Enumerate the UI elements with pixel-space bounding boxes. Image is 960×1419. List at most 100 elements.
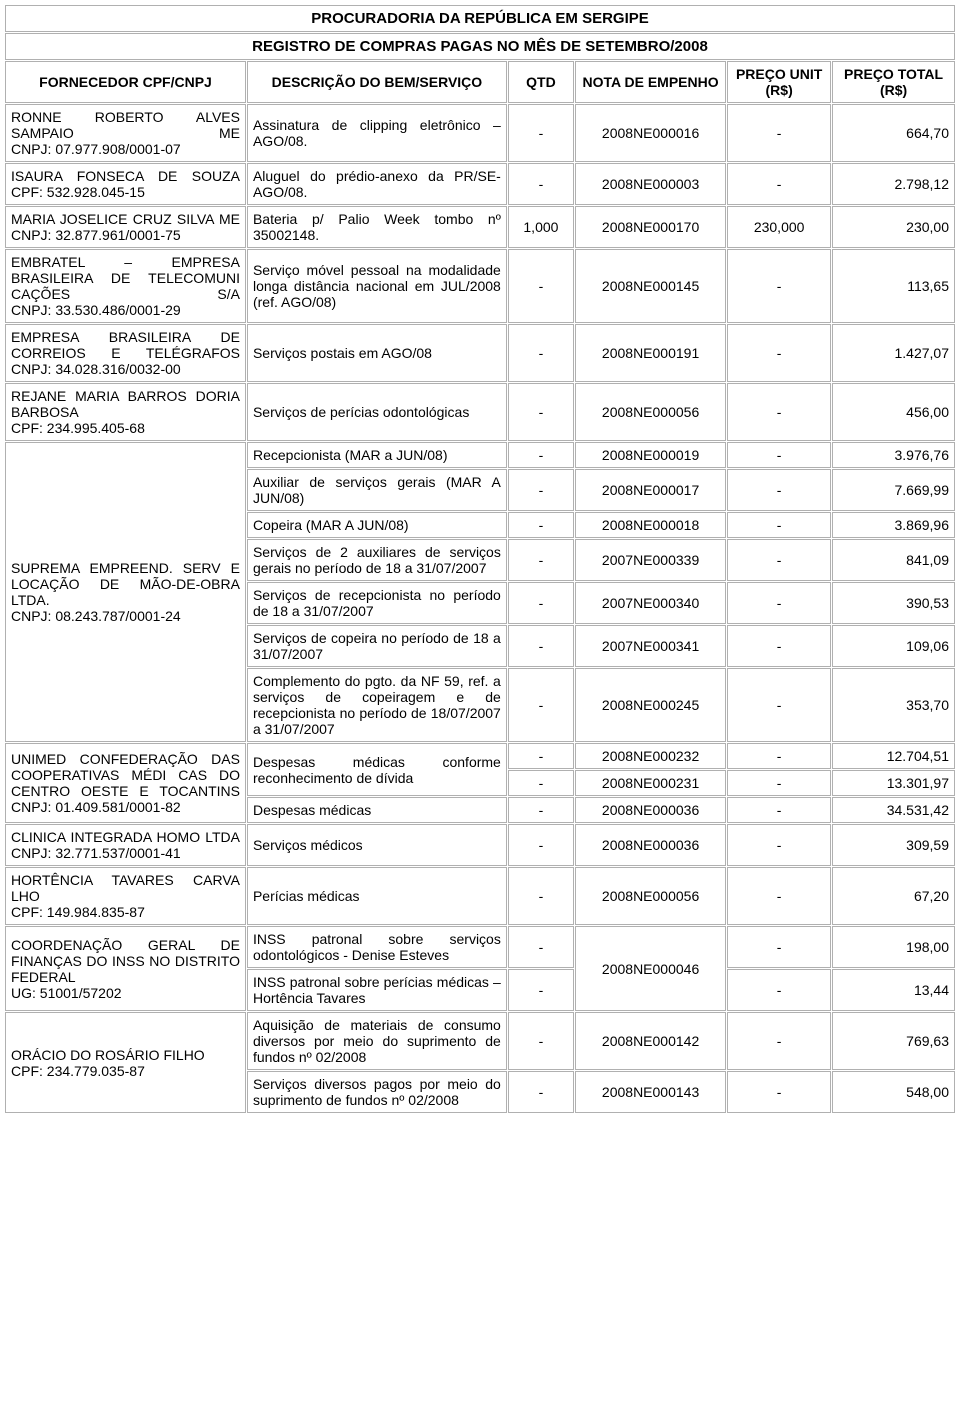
col-total: PREÇO TOTAL (R$) (832, 61, 955, 103)
desc-cell: Perícias médicas (247, 867, 507, 925)
desc-cell: INSS patronal sobre perícias médicas – H… (247, 969, 507, 1011)
nota-cell: 2008NE000191 (575, 324, 726, 382)
purchases-table: PROCURADORIA DA REPÚBLICA EM SERGIPE REG… (4, 4, 956, 1114)
supplier-cell: EMBRATEL – EMPRESA BRASILEIRA DE TELECOM… (5, 249, 246, 323)
table-row: MARIA JOSELICE CRUZ SILVA MECNPJ: 32.877… (5, 206, 955, 248)
supplier-cell: COORDENAÇÃO GERAL DE FINANÇAS DO INSS NO… (5, 926, 246, 1011)
unit-cell: - (727, 539, 831, 581)
unit-cell: - (727, 926, 831, 968)
desc-cell: Assinatura de clipping eletrônico – AGO/… (247, 104, 507, 162)
qtd-cell: - (508, 539, 574, 581)
qtd-cell: - (508, 824, 574, 866)
unit-cell: - (727, 163, 831, 205)
nota-cell: 2008NE000016 (575, 104, 726, 162)
table-row: REJANE MARIA BARROS DORIA BARBOSACPF: 23… (5, 383, 955, 441)
total-cell: 230,00 (832, 206, 955, 248)
table-row: ISAURA FONSECA DE SOUZACPF: 532.928.045-… (5, 163, 955, 205)
nota-cell: 2008NE000019 (575, 442, 726, 468)
qtd-cell: - (508, 770, 574, 796)
qtd-cell: - (508, 969, 574, 1011)
total-cell: 109,06 (832, 625, 955, 667)
desc-cell: Bateria p/ Palio Week tombo nº 35002148. (247, 206, 507, 248)
supplier-cell: HORTÊNCIA TAVARES CARVA LHOCPF: 149.984.… (5, 867, 246, 925)
nota-cell: 2008NE000056 (575, 867, 726, 925)
qtd-cell: - (508, 797, 574, 823)
unit-cell: - (727, 324, 831, 382)
nota-cell: 2008NE000142 (575, 1012, 726, 1070)
unit-cell: - (727, 582, 831, 624)
desc-cell: Despesas médicas conforme reconhecimento… (247, 743, 507, 796)
nota-cell: 2008NE000017 (575, 469, 726, 511)
unit-cell: - (727, 743, 831, 769)
qtd-cell: - (508, 512, 574, 538)
total-cell: 13.301,97 (832, 770, 955, 796)
qtd-cell: - (508, 582, 574, 624)
unit-cell: - (727, 797, 831, 823)
qtd-cell: - (508, 469, 574, 511)
supplier-cell: SUPREMA EMPREEND. SERV E LOCAÇÃO DE MÃO-… (5, 442, 246, 742)
unit-cell: - (727, 442, 831, 468)
total-cell: 3.976,76 (832, 442, 955, 468)
header-row: FORNECEDOR CPF/CNPJ DESCRIÇÃO DO BEM/SER… (5, 61, 955, 103)
col-unit: PREÇO UNIT (R$) (727, 61, 831, 103)
table-row: RONNE ROBERTO ALVES SAMPAIO MECNPJ: 07.9… (5, 104, 955, 162)
total-cell: 390,53 (832, 582, 955, 624)
supplier-cell: ORÁCIO DO ROSÁRIO FILHOCPF: 234.779.035-… (5, 1012, 246, 1113)
supplier-cell: MARIA JOSELICE CRUZ SILVA MECNPJ: 32.877… (5, 206, 246, 248)
unit-cell: - (727, 824, 831, 866)
col-nota: NOTA DE EMPENHO (575, 61, 726, 103)
supplier-cell: EMPRESA BRASILEIRA DE CORREIOS E TELÉGRA… (5, 324, 246, 382)
unit-cell: - (727, 469, 831, 511)
qtd-cell: - (508, 867, 574, 925)
qtd-cell: - (508, 383, 574, 441)
total-cell: 769,63 (832, 1012, 955, 1070)
supplier-cell: RONNE ROBERTO ALVES SAMPAIO MECNPJ: 07.9… (5, 104, 246, 162)
total-cell: 198,00 (832, 926, 955, 968)
desc-cell: INSS patronal sobre serviços odontológic… (247, 926, 507, 968)
nota-cell: 2007NE000339 (575, 539, 726, 581)
nota-cell: 2008NE000143 (575, 1071, 726, 1113)
supplier-cell: ISAURA FONSECA DE SOUZACPF: 532.928.045-… (5, 163, 246, 205)
nota-cell: 2008NE000046 (575, 926, 726, 1011)
desc-cell: Serviços médicos (247, 824, 507, 866)
desc-cell: Aquisição de materiais de consumo divers… (247, 1012, 507, 1070)
unit-cell: - (727, 969, 831, 1011)
table-row: EMBRATEL – EMPRESA BRASILEIRA DE TELECOM… (5, 249, 955, 323)
nota-cell: 2008NE000018 (575, 512, 726, 538)
desc-cell: Copeira (MAR A JUN/08) (247, 512, 507, 538)
total-cell: 1.427,07 (832, 324, 955, 382)
qtd-cell: - (508, 668, 574, 742)
total-cell: 34.531,42 (832, 797, 955, 823)
unit-cell: - (727, 249, 831, 323)
unit-cell: - (727, 668, 831, 742)
table-row: CLINICA INTEGRADA HOMO LTDACNPJ: 32.771.… (5, 824, 955, 866)
total-cell: 841,09 (832, 539, 955, 581)
nota-cell: 2008NE000145 (575, 249, 726, 323)
nota-cell: 2008NE000170 (575, 206, 726, 248)
col-fornecedor: FORNECEDOR CPF/CNPJ (5, 61, 246, 103)
page-title-2: REGISTRO DE COMPRAS PAGAS NO MÊS DE SETE… (5, 33, 955, 60)
nota-cell: 2007NE000341 (575, 625, 726, 667)
unit-cell: - (727, 625, 831, 667)
qtd-cell: - (508, 1012, 574, 1070)
total-cell: 309,59 (832, 824, 955, 866)
qtd-cell: - (508, 442, 574, 468)
nota-cell: 2008NE000232 (575, 743, 726, 769)
nota-cell: 2008NE000003 (575, 163, 726, 205)
page-title-1: PROCURADORIA DA REPÚBLICA EM SERGIPE (5, 5, 955, 32)
nota-cell: 2008NE000036 (575, 824, 726, 866)
qtd-cell: - (508, 625, 574, 667)
desc-cell: Serviços de recepcionista no período de … (247, 582, 507, 624)
supplier-cell: CLINICA INTEGRADA HOMO LTDACNPJ: 32.771.… (5, 824, 246, 866)
total-cell: 3.869,96 (832, 512, 955, 538)
table-row: EMPRESA BRASILEIRA DE CORREIOS E TELÉGRA… (5, 324, 955, 382)
supplier-cell: UNIMED CONFEDERAÇÃO DAS COOPERATIVAS MÉD… (5, 743, 246, 823)
desc-cell: Recepcionista (MAR a JUN/08) (247, 442, 507, 468)
desc-cell: Complemento do pgto. da NF 59, ref. a se… (247, 668, 507, 742)
unit-cell: - (727, 867, 831, 925)
qtd-cell: 1,000 (508, 206, 574, 248)
supplier-cell: REJANE MARIA BARROS DORIA BARBOSACPF: 23… (5, 383, 246, 441)
unit-cell: - (727, 1012, 831, 1070)
unit-cell: - (727, 104, 831, 162)
unit-cell: - (727, 1071, 831, 1113)
